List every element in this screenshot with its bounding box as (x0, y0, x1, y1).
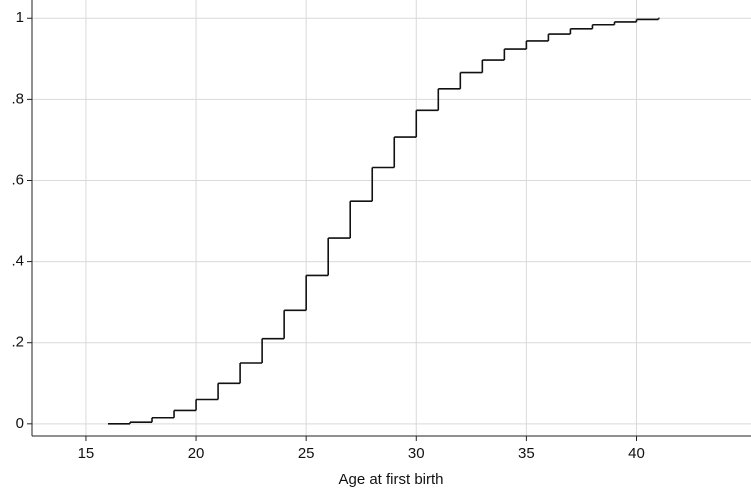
x-tick-label: 20 (188, 445, 205, 462)
y-tick-label: .6 (11, 171, 24, 188)
x-axis-label: Age at first birth (338, 471, 443, 488)
y-tick-label: .2 (11, 334, 24, 351)
y-tick-label: 0 (16, 415, 24, 432)
x-tick-label: 15 (78, 445, 95, 462)
x-tick-label: 35 (518, 445, 535, 462)
y-tick-label: .4 (11, 253, 24, 270)
x-tick-label: 25 (298, 445, 315, 462)
y-tick-label: 1 (16, 9, 24, 26)
x-tick-label: 30 (408, 445, 425, 462)
x-tick-label: 40 (628, 445, 645, 462)
y-tick-label: .8 (11, 90, 24, 107)
